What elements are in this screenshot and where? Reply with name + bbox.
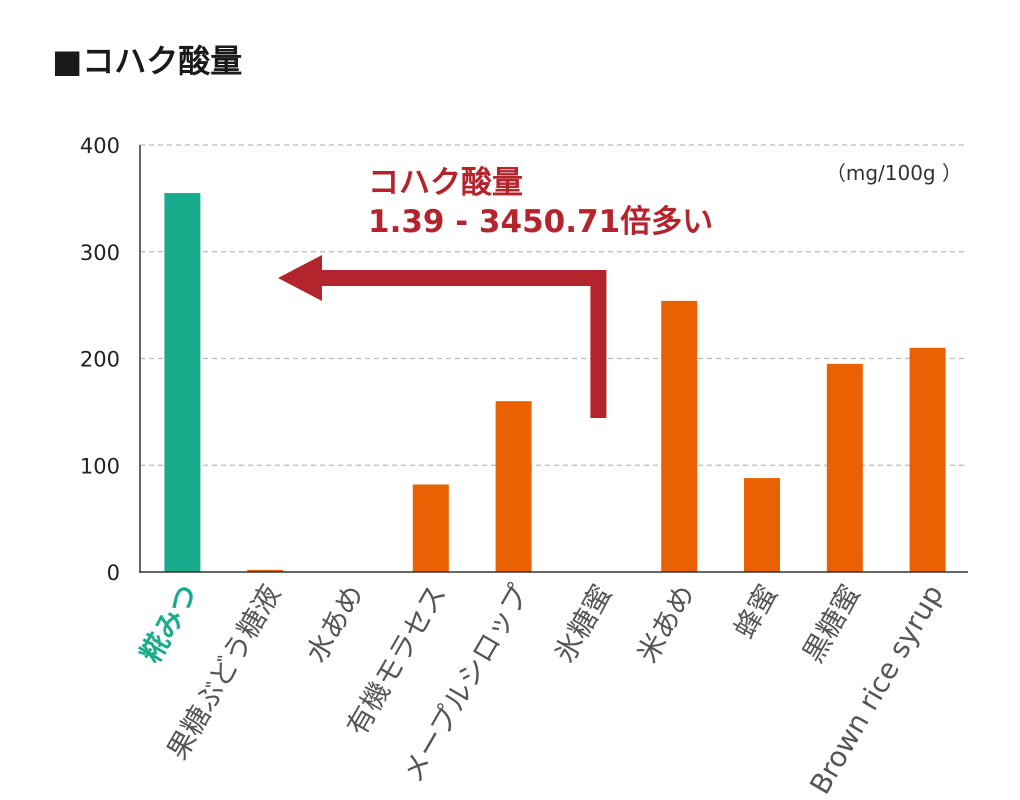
x-tick-label: 蜂蜜 <box>727 579 784 644</box>
bar <box>826 363 863 572</box>
page-title: ■コハク酸量 <box>52 42 243 80</box>
bar <box>412 484 449 572</box>
annotation-title: コハク酸量 <box>368 165 523 201</box>
y-tick-label: 200 <box>80 348 120 372</box>
annotation-ratio: 1.39 - 3450.71倍多い <box>368 204 713 240</box>
bars <box>164 193 946 572</box>
y-tick-label: 0 <box>107 561 120 585</box>
x-tick-label: 米あめ <box>631 579 702 668</box>
annotation: コハク酸量 1.39 - 3450.71倍多い <box>278 165 713 418</box>
y-tick-label: 300 <box>80 241 120 265</box>
x-tick-label: 糀みつ <box>134 579 205 668</box>
axes <box>139 145 968 573</box>
bar <box>247 569 284 572</box>
x-tick-label: 氷糖蜜 <box>548 579 619 668</box>
bar <box>744 478 780 572</box>
bar <box>164 193 201 572</box>
bar <box>495 401 532 572</box>
x-tick-label: 水あめ <box>299 579 370 668</box>
bar <box>661 300 698 572</box>
y-tick-label: 400 <box>80 134 120 158</box>
annotation-arrow <box>278 255 607 418</box>
grid-lines: 0 100 200 300 400 <box>80 134 968 585</box>
y-tick-label: 100 <box>80 454 120 478</box>
x-tick-label: 黒糖蜜 <box>796 579 867 668</box>
bar <box>909 347 946 572</box>
unit-label: （mg/100g ） <box>826 161 962 185</box>
